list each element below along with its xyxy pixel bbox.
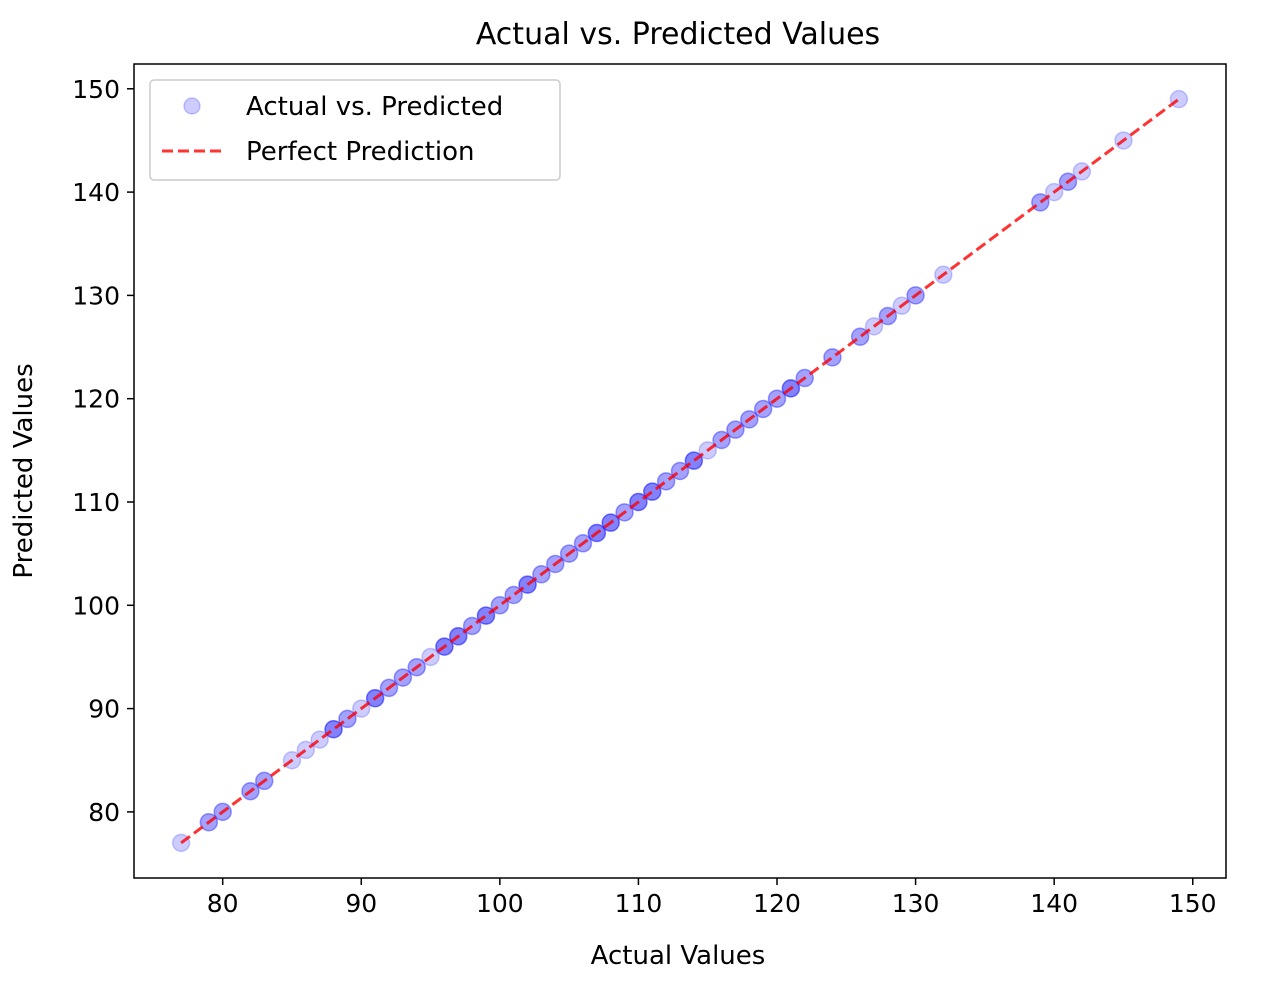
x-tick-label: 140 (1030, 889, 1078, 918)
plot-frame (133, 63, 1227, 879)
chart-title: Actual vs. Predicted Values (476, 17, 880, 52)
x-tick-label: 110 (615, 889, 663, 918)
plot-area (171, 89, 1189, 853)
y-tick-label: 100 (72, 591, 120, 620)
legend-box (149, 79, 561, 181)
y-tick-label: 150 (72, 75, 120, 104)
x-tick-label: 100 (476, 889, 524, 918)
legend: Actual vs. Predicted Perfect Prediction (149, 79, 561, 181)
y-tick-label: 90 (88, 695, 120, 724)
y-tick-label: 130 (72, 281, 120, 310)
y-axis: 80 90 100 110 120 130 140 150 (72, 75, 134, 827)
y-tick-label: 140 (72, 178, 120, 207)
legend-label-actual-vs-predicted: Actual vs. Predicted (246, 92, 503, 122)
legend-scatter-marker (183, 97, 201, 115)
y-tick-label: 110 (72, 488, 120, 517)
x-tick-label: 80 (207, 889, 239, 918)
x-axis: 80 90 100 110 120 130 140 150 (207, 878, 1217, 918)
legend-label-perfect-prediction: Perfect Prediction (246, 137, 475, 167)
x-tick-label: 150 (1169, 889, 1217, 918)
y-axis-label: Predicted Values (9, 363, 39, 578)
x-tick-label: 90 (345, 889, 377, 918)
x-tick-label: 120 (753, 889, 801, 918)
x-axis-label: Actual Values (591, 941, 766, 971)
y-tick-label: 120 (72, 385, 120, 414)
x-tick-label: 130 (892, 889, 940, 918)
y-tick-label: 80 (88, 798, 120, 827)
